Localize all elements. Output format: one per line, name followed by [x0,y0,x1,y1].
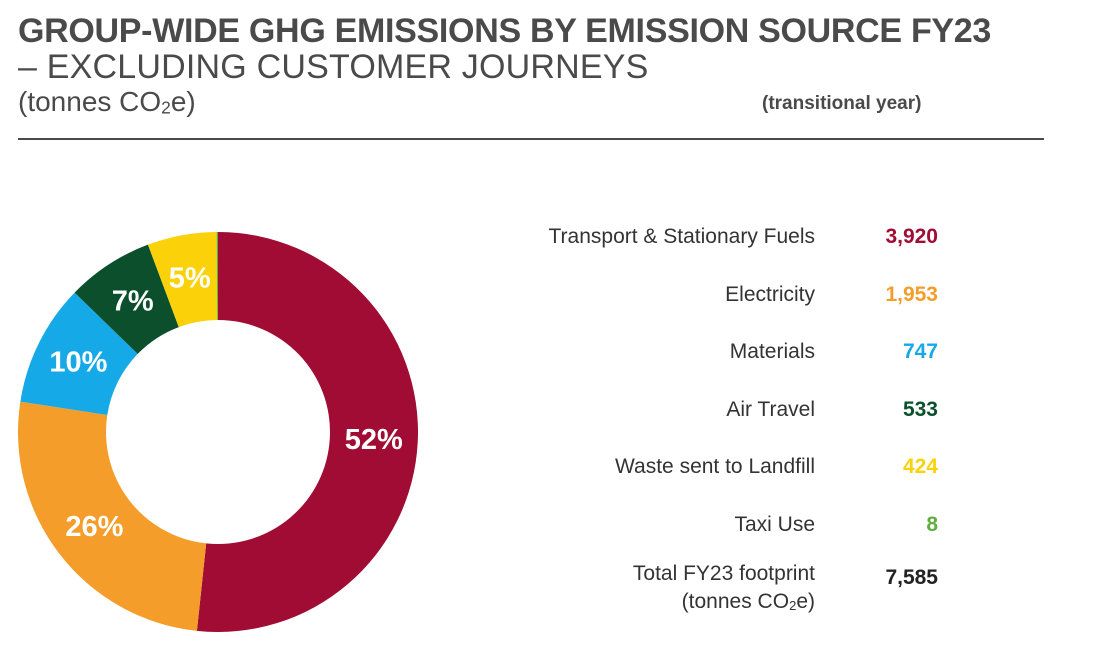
legend-value: 1,953 [885,282,938,306]
units-label: (tonnes CO2e) [18,86,196,119]
legend-value: 747 [902,340,938,363]
slice-percent-electricity: 26% [65,511,123,543]
legend-row-transport-and-stationary-fuels: Transport & Stationary Fuels 3,920 [440,225,960,265]
legend-value: 8 [926,512,938,536]
slice-materials [20,292,138,415]
slice-percent-waste-sent-to-landfill: 5% [169,263,211,295]
units-suffix: e) [170,86,196,117]
legend-row-total: Total FY23 footprint (tonnes CO2e) 7,585 [440,560,960,620]
legend-value: 424 [902,455,938,478]
slice-transport-and-stationary-fuels [196,232,419,632]
legend-row-materials: Materials 747 [440,340,960,380]
slice-air-travel [74,244,179,354]
legend-label: Waste sent to Landfill [615,455,815,478]
legend-label: Materials [729,340,815,363]
legend-row-electricity: Electricity 1,953 [440,283,960,323]
total-label: Total FY23 footprint (tonnes CO2e) [632,562,815,613]
legend-label: Electricity [725,282,815,306]
transitional-year-note: (transitional year) [762,93,922,114]
legend-value: 3,920 [885,225,938,248]
legend-value: 533 [902,397,938,421]
slice-waste-sent-to-landfill [147,232,218,328]
slice-percent-transport-and-stationary-fuels: 52% [345,424,403,456]
header-divider [18,138,1044,140]
legend-row-waste-sent-to-landfill: Waste sent to Landfill 424 [440,455,960,495]
legend-label: Transport & Stationary Fuels [548,225,816,248]
chart-title: GROUP-WIDE GHG EMISSIONS BY EMISSION SOU… [18,12,992,50]
slice-taxi-use [216,232,218,321]
donut-chart: 52% 26% 10%7% 5% [18,232,419,632]
slice-percent-materials: 10% [49,346,107,378]
units-subscript: 2 [161,97,171,118]
legend-label: Air Travel [726,397,815,421]
total-value: 7,585 [885,566,938,589]
chart-subtitle: – EXCLUDING CUSTOMER JOURNEYS [18,48,649,86]
slice-percent-air-travel: 7% [112,285,154,317]
legend-row-air-travel: Air Travel 533 [440,398,960,438]
legend-row-taxi-use: Taxi Use 8 [440,513,960,553]
legend-label: Taxi Use [734,512,815,536]
slice-electricity [18,401,207,631]
units-prefix: (tonnes CO [18,86,162,117]
